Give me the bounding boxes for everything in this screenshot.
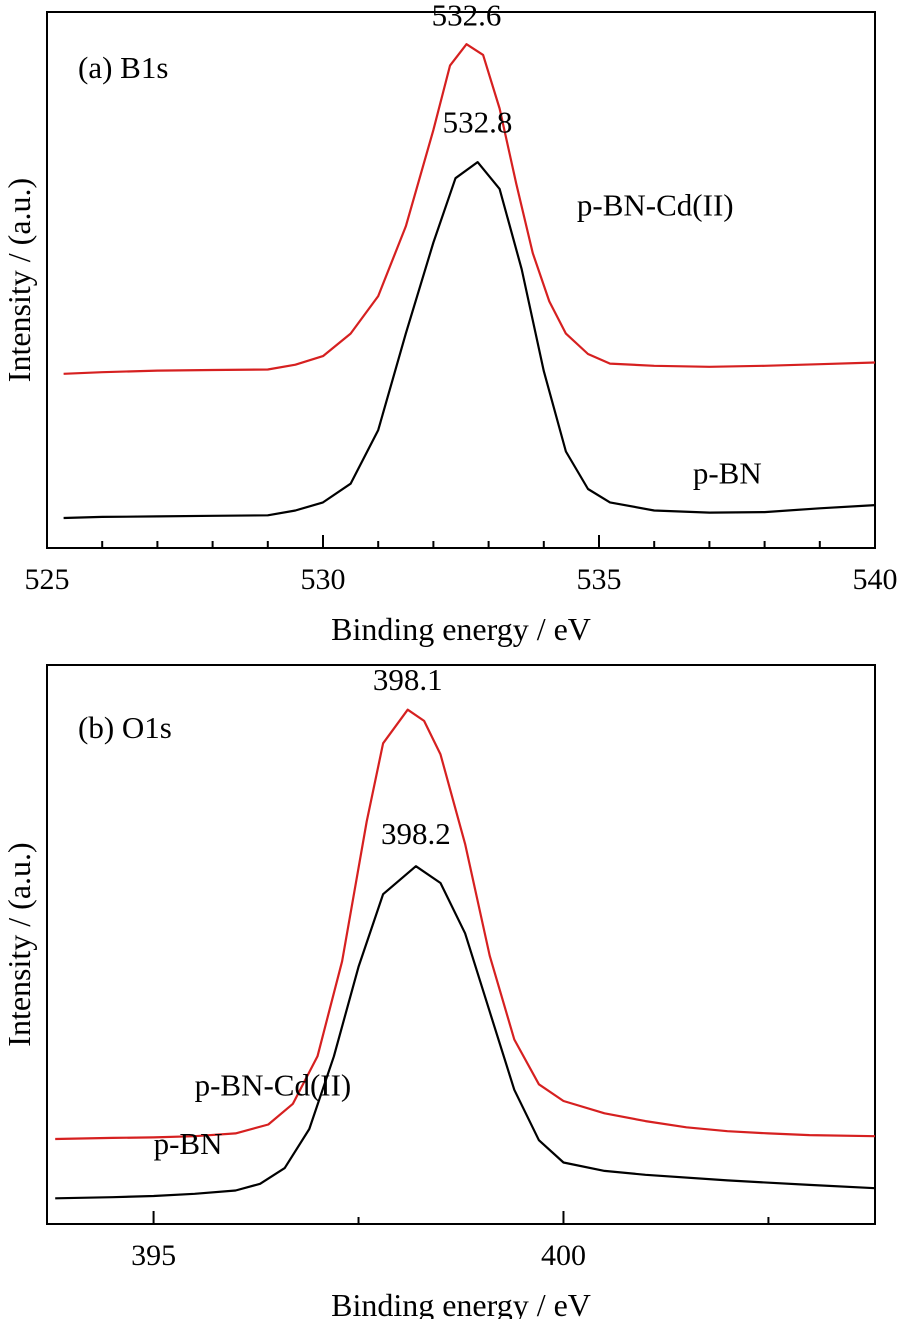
- plot-frame: [46, 11, 876, 549]
- series-line-red: [63, 43, 876, 375]
- x-tick-label: 540: [853, 563, 898, 596]
- panel-label: (a) B1s: [78, 50, 168, 85]
- x-tick-label: 525: [25, 563, 70, 596]
- plot-frame: [46, 664, 876, 1225]
- series-label: p-BN: [154, 1126, 223, 1161]
- peak-label: 532.8: [443, 105, 513, 140]
- x-tick-label: 530: [301, 563, 346, 596]
- y-axis-label: Intensity / (a.u.): [1, 178, 37, 382]
- x-tick-label: 400: [541, 1239, 586, 1272]
- x-axis-label: Binding energy / eV: [331, 1287, 591, 1319]
- panel-label: (b) O1s: [78, 710, 172, 745]
- x-tick-label: 535: [577, 563, 622, 596]
- y-axis-label: Intensity / (a.u.): [1, 842, 37, 1046]
- x-tick-label: 395: [131, 1239, 176, 1272]
- x-axis-label: Binding energy / eV: [331, 611, 591, 647]
- panel-0: 525 530 535 540 Binding energy / eV Intensity…: [1, 0, 898, 647]
- peak-label: 398.2: [381, 816, 451, 851]
- panel-1: 395 400 Binding energy / eV Intensity / (a.…: [1, 662, 876, 1319]
- series-line-red: [55, 708, 876, 1141]
- peak-label: 532.6: [432, 0, 502, 32]
- series-label: p-BN: [693, 456, 762, 491]
- series-line-black: [55, 865, 876, 1200]
- series-line-black: [63, 161, 876, 520]
- peak-label: 398.1: [373, 662, 443, 697]
- series-label: p-BN-Cd(II): [577, 188, 734, 223]
